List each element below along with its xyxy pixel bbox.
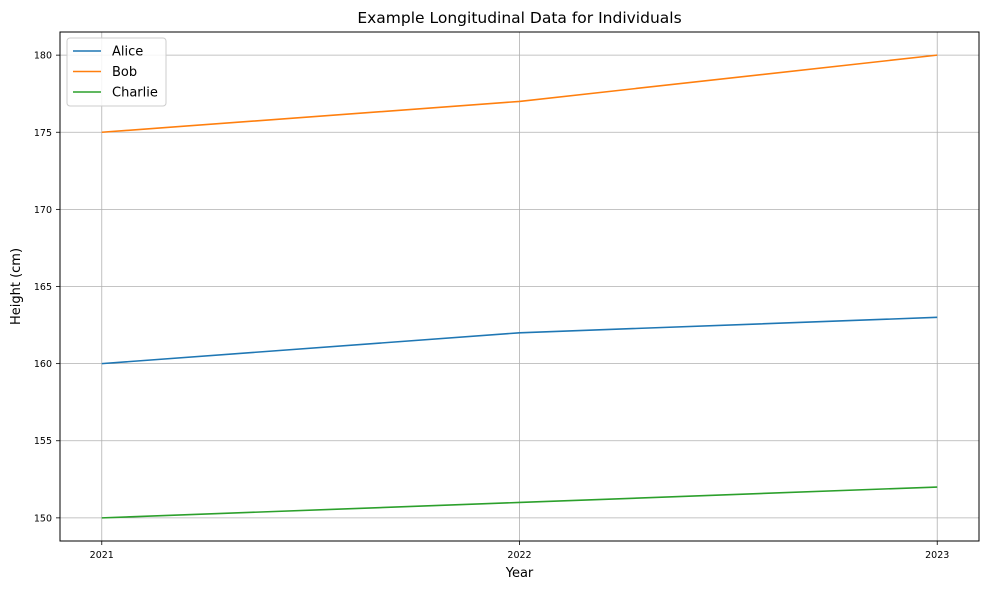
y-tick-label: 155 [34, 436, 52, 447]
x-tick-label: 2021 [90, 550, 114, 561]
series-line-charlie [101, 486, 938, 519]
x-tick-label: 2023 [925, 550, 949, 561]
y-tick-label: 175 [34, 128, 52, 139]
chart-title: Example Longitudinal Data for Individual… [357, 9, 681, 27]
grid [60, 32, 979, 541]
x-tick-label: 2022 [507, 550, 531, 561]
y-tick-label: 170 [34, 205, 52, 216]
legend-label-alice: Alice [112, 45, 143, 60]
y-tick-label: 150 [34, 513, 52, 524]
series-line-bob [101, 54, 938, 134]
y-axis-label: Height (cm) [9, 248, 24, 325]
y-tick-label: 165 [34, 282, 52, 293]
legend: Alice Bob Charlie [66, 37, 167, 107]
series-line-alice [101, 316, 938, 365]
legend-label-bob: Bob [112, 65, 137, 80]
legend-box [66, 37, 167, 107]
series-lines [101, 54, 938, 519]
x-axis-ticks: 2021 2022 2023 [90, 541, 949, 561]
legend-label-charlie: Charlie [112, 86, 158, 101]
y-tick-label: 160 [34, 359, 52, 370]
y-tick-label: 180 [34, 51, 52, 62]
y-axis-ticks: 150 155 160 165 170 175 180 [34, 51, 60, 524]
x-axis-label: Year [505, 566, 534, 581]
